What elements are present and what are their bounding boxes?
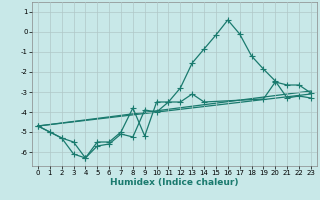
X-axis label: Humidex (Indice chaleur): Humidex (Indice chaleur) [110, 178, 239, 187]
